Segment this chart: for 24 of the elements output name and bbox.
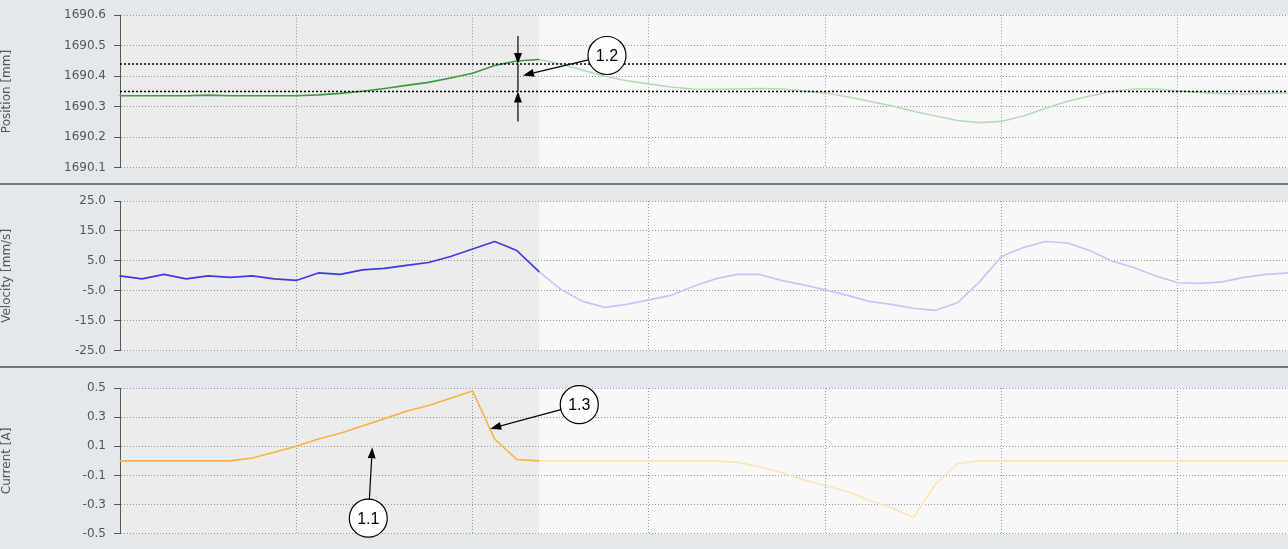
y-tick-label: 0.5 (86, 380, 106, 395)
y-tick-label: 5.0 (86, 253, 106, 268)
y-tick-label: 1690.1 (64, 159, 106, 174)
annotation: 1.3 (568, 396, 591, 414)
y-tick-label: 1690.5 (64, 37, 106, 52)
annotation: 1.1 (357, 509, 380, 527)
y-tick-label: 1690.4 (64, 68, 106, 83)
y-tick-label: -0.3 (82, 496, 106, 511)
y-tick-label: -25.0 (74, 342, 106, 357)
y-axis-title: Position [mm] (0, 49, 14, 134)
y-tick-label: 1690.6 (64, 7, 106, 22)
y-tick-label: 15.0 (79, 223, 106, 238)
y-tick-label: 0.3 (86, 409, 106, 424)
y-tick-label: 1690.2 (64, 129, 106, 144)
y-tick-label: -0.5 (82, 525, 106, 540)
y-tick-label: 0.1 (86, 438, 106, 453)
y-tick-label: -5.0 (82, 283, 106, 298)
annotation: 1.2 (595, 46, 619, 64)
y-tick-label: 1690.3 (64, 98, 106, 113)
y-tick-label: -0.1 (82, 467, 106, 482)
y-axis-title: Current [A] (0, 427, 14, 495)
y-tick-label: 25.0 (79, 193, 106, 208)
y-tick-label: -15.0 (74, 312, 106, 327)
y-axis-title: Velocity [mm/s] (0, 228, 14, 323)
